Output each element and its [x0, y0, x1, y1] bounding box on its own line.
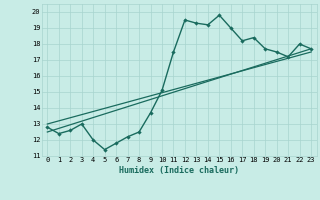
X-axis label: Humidex (Indice chaleur): Humidex (Indice chaleur) [119, 166, 239, 175]
